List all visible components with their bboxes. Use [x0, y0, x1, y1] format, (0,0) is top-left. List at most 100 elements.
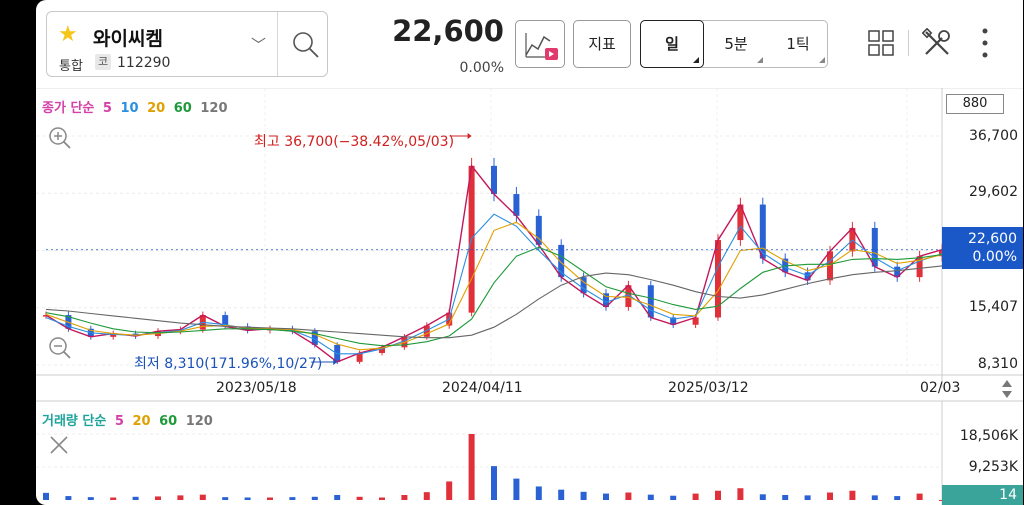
volume-bar	[199, 494, 206, 500]
period-1tick-tab[interactable]: 1틱	[767, 21, 829, 67]
volume-bar	[468, 434, 475, 500]
price-change: 0.00%	[459, 60, 504, 76]
volume-bar	[222, 497, 229, 500]
candle-body	[491, 165, 497, 195]
period-day-tab[interactable]: 일	[640, 20, 704, 68]
volume-bar	[423, 492, 430, 500]
current-price: 22,600	[392, 14, 504, 48]
high-arrow-head	[467, 133, 472, 139]
more-icon[interactable]	[980, 26, 990, 60]
moving-average-line	[45, 221, 943, 351]
current-price-marker-change: 0.00%	[972, 249, 1017, 265]
volume-bar	[558, 489, 565, 500]
volume-bar	[692, 493, 699, 500]
volume-bar	[401, 495, 408, 500]
search-icon[interactable]	[291, 30, 321, 60]
price-legend-item: 20	[147, 101, 166, 116]
zoom-out-icon[interactable]	[48, 336, 72, 360]
current-price-marker: 22,600 0.00%	[942, 227, 1023, 269]
candle-body	[558, 244, 565, 278]
price-legend-item: 60	[173, 101, 192, 116]
candle-body	[379, 347, 385, 353]
candle-body	[871, 227, 878, 267]
period-5min-tab[interactable]: 5분	[705, 21, 767, 67]
favorite-star-icon[interactable]: ★	[58, 22, 78, 47]
candle-body	[423, 325, 430, 337]
y-axis-top-box[interactable]: 880	[946, 94, 1004, 114]
close-icon[interactable]	[48, 434, 70, 456]
volume-bar	[894, 496, 901, 500]
volume-y-tick-label: 18,506K	[959, 428, 1018, 444]
candle-body	[222, 315, 229, 327]
volume-bar	[267, 497, 273, 500]
volume-bar	[871, 495, 878, 500]
volume-bar	[580, 491, 587, 500]
volume-bar	[65, 496, 72, 500]
moving-average-line	[45, 246, 943, 347]
chart-screen: ★ 와이씨켐 ﹀ 통합 코 112290 22,600 0.00% 지표 일 5…	[36, 0, 1023, 505]
y-tick-label: 8,310	[977, 356, 1018, 372]
candle-body	[894, 266, 901, 278]
period-day-label: 일	[665, 35, 679, 53]
volume-legend-item: 60	[159, 414, 178, 429]
x-tick-label: 2023/05/18	[216, 380, 297, 396]
volume-bar	[603, 493, 609, 500]
current-price-marker-value: 22,600	[968, 231, 1017, 247]
chart-video-button[interactable]	[515, 20, 565, 68]
search-divider	[277, 12, 278, 76]
volume-bar	[535, 486, 542, 500]
stock-selector[interactable]: ★ 와이씨켐 ﹀ 통합 코 112290	[46, 11, 328, 77]
price-legend[interactable]: 종가 단순 5 10 20 60 120	[42, 97, 232, 116]
candle-body	[647, 285, 654, 318]
volume-bar	[311, 496, 318, 500]
volume-bar	[87, 497, 94, 500]
price-legend-title: 종가 단순	[42, 101, 95, 116]
stock-name: 와이씨켐	[93, 28, 163, 50]
candle-body	[759, 204, 766, 259]
price-legend-item: 5	[102, 101, 112, 116]
volume-bar	[782, 495, 789, 500]
period-selector: 일 5분 1틱	[640, 20, 828, 68]
stock-code: 112290	[117, 55, 171, 71]
volume-bar	[804, 495, 811, 500]
market-label: 통합	[59, 59, 83, 74]
period-5min-label: 5분	[724, 35, 748, 53]
code-badge: 코	[95, 54, 111, 70]
chevron-down-icon[interactable]: ﹀	[251, 36, 267, 54]
zoom-in-icon[interactable]	[48, 126, 72, 150]
period-1tick-label: 1틱	[786, 35, 810, 53]
candle-body	[603, 293, 609, 308]
toolbar-separator	[908, 30, 909, 56]
y-tick-label: 15,407	[969, 299, 1018, 315]
volume-bar	[110, 497, 117, 500]
candle-body	[535, 215, 542, 245]
volume-bar	[647, 494, 654, 500]
volume-y-tick-label: 9,253K	[968, 459, 1018, 475]
x-tick-label: 2025/03/12	[668, 380, 749, 396]
layout-grid-icon[interactable]	[868, 30, 894, 56]
candle-body	[692, 317, 699, 325]
volume-legend-title: 거래량 단순	[42, 414, 107, 429]
tools-icon[interactable]	[922, 28, 952, 58]
high-annotation: 최고 36,700(−38.42%,05/03)	[254, 134, 455, 150]
volume-bar	[155, 496, 161, 500]
volume-bar	[289, 497, 296, 500]
volume-legend-item: 120	[185, 414, 213, 429]
candle-body	[715, 240, 721, 318]
volume-bar	[334, 495, 341, 500]
volume-bar	[670, 495, 677, 500]
price-volume-chart[interactable]	[36, 88, 1023, 505]
volume-legend-item: 5	[114, 414, 124, 429]
y-tick-label: 36,700	[969, 128, 1018, 144]
volume-bar	[759, 494, 766, 500]
volume-bar	[625, 492, 632, 500]
indicator-button[interactable]: 지표	[573, 20, 631, 68]
price-legend-item: 10	[120, 101, 139, 116]
volume-bar	[916, 493, 923, 500]
candle-body	[625, 285, 632, 308]
volume-legend[interactable]: 거래량 단순 5 20 60 120	[42, 410, 217, 429]
scroll-arrows-icon[interactable]	[1000, 379, 1014, 399]
candle-body	[580, 277, 587, 294]
low-arrow-head	[333, 359, 338, 365]
volume-bar	[244, 497, 251, 500]
